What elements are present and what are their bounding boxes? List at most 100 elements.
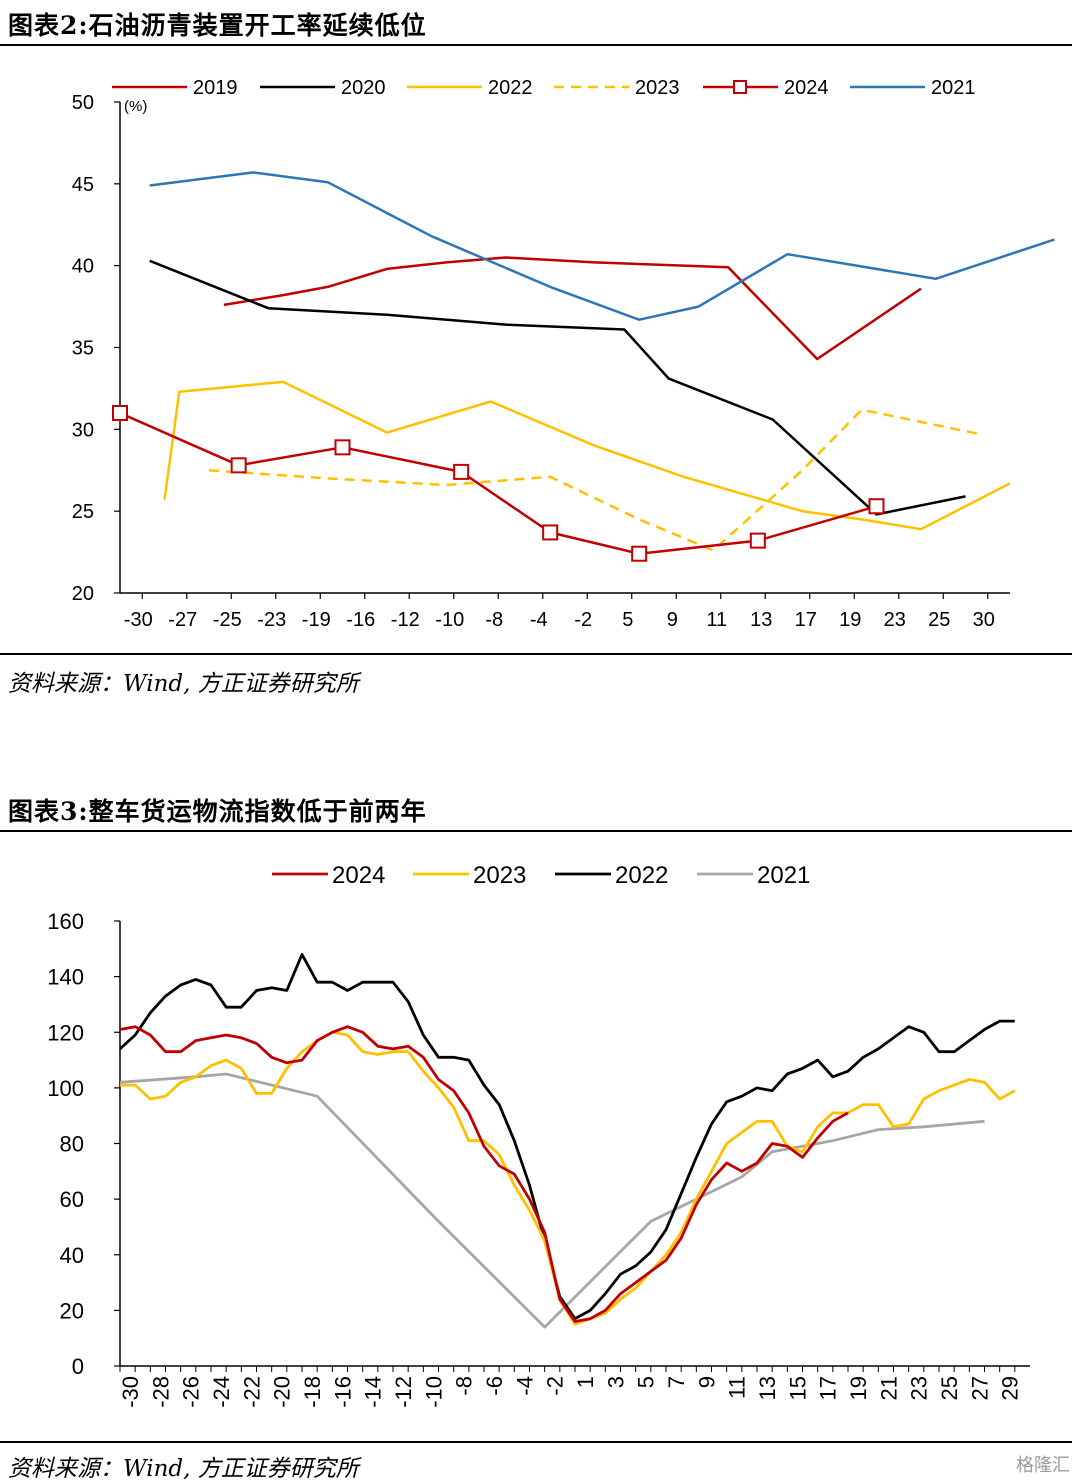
legend-label-2019: 2019 [193,77,238,99]
series-line-2024 [119,1025,849,1323]
x-tick-label: 11 [706,609,727,631]
x-tick-label: -6 [482,1376,507,1396]
x-tick-label: 9 [667,609,678,631]
series-marker-2024 [112,404,128,421]
y-tick-label: 120 [47,1020,84,1045]
series-marker-2024 [631,545,648,562]
y-tick-label: 60 [60,1187,84,1212]
x-tick-label: 11 [725,1376,750,1399]
x-tick-label: 23 [907,1376,932,1400]
x-tick-label: 27 [967,1376,992,1400]
x-tick-label: -27 [168,609,197,631]
x-tick-label: -10 [435,609,464,631]
watermark: 格隆汇 [1016,1455,1070,1476]
x-tick-label: -16 [330,1376,355,1408]
y-tick-label: 160 [47,909,84,934]
y-tick-label: 40 [72,256,94,278]
x-tick-label: -16 [346,609,375,631]
y-tick-label: 30 [72,419,94,441]
x-tick-label: -24 [209,1376,234,1408]
series-line-2020 [149,259,966,516]
x-tick-label: 30 [973,609,995,631]
legend-label-2020: 2020 [341,77,386,99]
figure2-source: 资料来源：Wind, 方正证券研究所 [8,671,359,697]
series-marker-2024 [542,524,559,541]
figure3-title: 图表3:整车货运物流指数低于前两年 [8,797,427,826]
legend-label-2023: 2023 [473,862,526,889]
y-tick-label: 140 [47,965,84,990]
x-tick-label: -2 [574,609,592,631]
x-tick-label: 5 [622,609,633,631]
y-tick-label: 40 [60,1243,84,1268]
y-unit-label: (%) [124,98,147,115]
x-tick-label: 29 [998,1376,1023,1400]
x-tick-label: -23 [257,609,286,631]
y-tick-label: 0 [72,1354,84,1379]
series-marker-2024 [749,532,766,549]
legend-label-2024: 2024 [784,77,829,99]
x-tick-label: 13 [750,609,772,631]
y-tick-label: 100 [47,1076,84,1101]
x-tick-label: -8 [452,1376,477,1396]
figure3-source: 资料来源：Wind, 方正证券研究所 [8,1456,359,1482]
x-tick-label: -2 [543,1376,568,1396]
series-line-2023 [208,408,981,552]
series-line-2023 [120,1030,1016,1326]
x-tick-label: 25 [928,609,950,631]
x-tick-label: 21 [876,1376,901,1400]
series-line-2022 [119,953,1015,1321]
series-marker-2024 [453,463,470,480]
y-tick-label: 50 [72,92,94,114]
legend-marker-2024 [733,80,747,94]
figure2-source-rule [0,653,1072,655]
x-tick-label: 15 [785,1376,810,1400]
legend-label-2022: 2022 [488,77,533,99]
series-line-2021 [119,1072,985,1329]
y-tick-label: 20 [72,583,94,605]
x-tick-label: 13 [755,1376,780,1400]
figure3-source-rule [0,1441,1072,1443]
figure3-title-rule [0,830,1072,832]
x-tick-label: 19 [846,1376,871,1400]
x-tick-label: -14 [361,1376,386,1408]
x-tick-label: -4 [530,609,548,631]
y-tick-label: 80 [60,1132,84,1157]
x-tick-label: -4 [512,1376,537,1396]
x-tick-label: 3 [603,1376,628,1388]
x-tick-label: -28 [148,1376,173,1408]
x-tick-label: -26 [179,1376,204,1408]
series-line-2019 [223,256,922,361]
y-tick-label: 20 [60,1298,84,1323]
series-line-2021 [149,171,1055,321]
legend-label-2022: 2022 [615,862,668,889]
x-tick-label: 17 [795,609,817,631]
series-line-2022 [163,380,1011,531]
x-tick-label: -30 [118,1376,143,1408]
series-marker-2024 [230,457,247,474]
y-tick-label: 45 [72,174,94,196]
x-tick-label: -19 [302,609,331,631]
x-tick-label: -30 [124,609,153,631]
x-tick-label: -18 [300,1376,325,1408]
x-tick-label: 9 [694,1376,719,1388]
figure2-title: 图表2:石油沥青装置开工率延续低位 [8,11,427,40]
y-tick-label: 25 [72,501,94,523]
figure2-title-rule [0,44,1072,46]
x-tick-label: -12 [391,1376,416,1408]
x-tick-label: 25 [937,1376,962,1400]
x-tick-label: 23 [884,609,906,631]
x-tick-label: -10 [421,1376,446,1408]
legend-label-2024: 2024 [332,862,385,889]
legend-label-2021: 2021 [931,77,976,99]
x-tick-label: 19 [839,609,861,631]
x-tick-label: 17 [816,1376,841,1400]
series-marker-2024 [868,498,885,515]
legend-label-2023: 2023 [635,77,680,99]
x-tick-label: 1 [573,1376,598,1388]
x-tick-label: -8 [485,609,503,631]
x-tick-label: -25 [213,609,242,631]
series-marker-2024 [334,439,351,456]
legend-label-2021: 2021 [757,862,810,889]
